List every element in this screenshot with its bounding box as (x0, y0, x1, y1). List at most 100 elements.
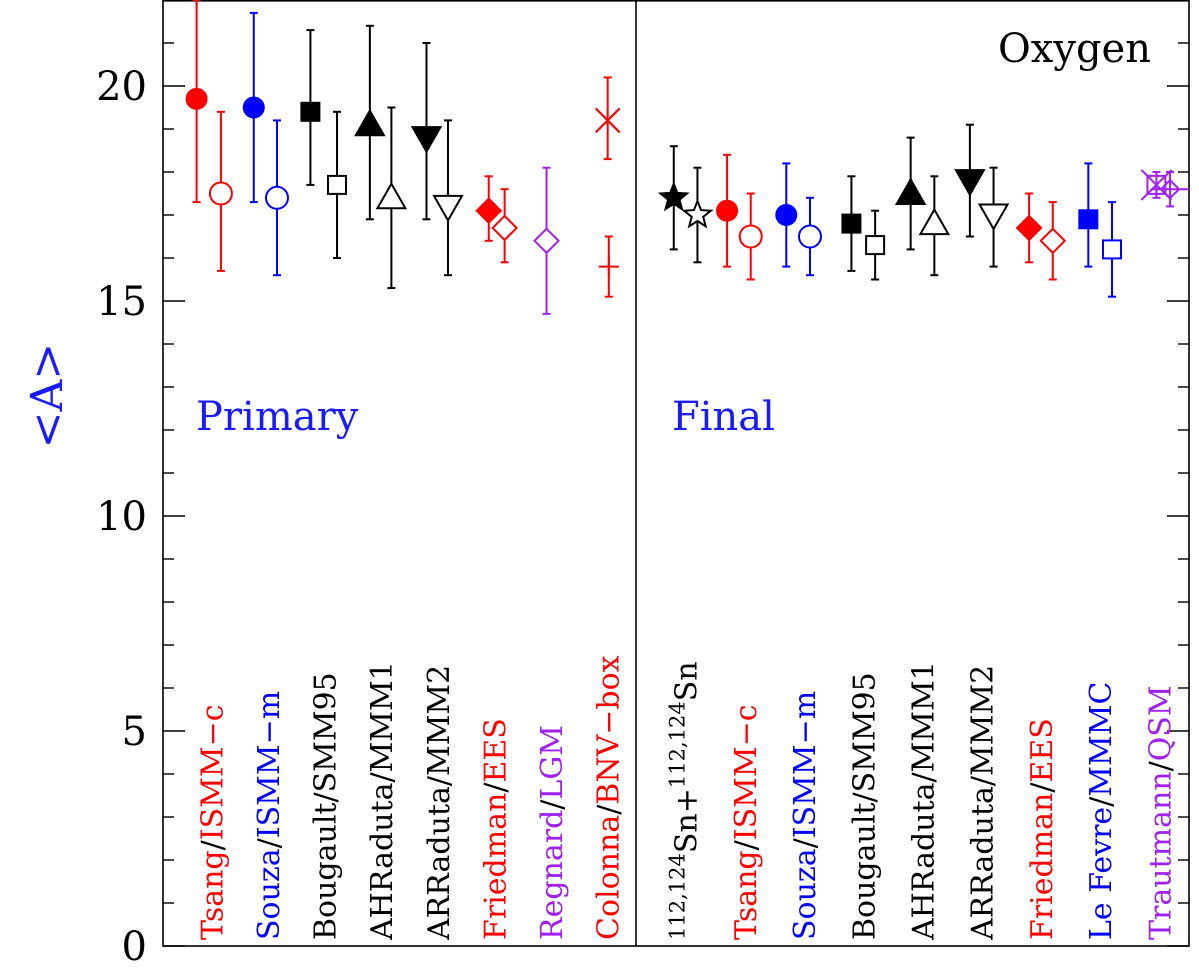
data-point (918, 175, 951, 277)
data-point (594, 76, 621, 161)
group-label: AHRaduta/MMM1 (365, 661, 400, 941)
label-superscript: 112,124 (666, 701, 690, 788)
data-point (977, 166, 1010, 268)
marker-triangle-up (354, 108, 386, 137)
data-point (681, 166, 714, 264)
group-label: Colonna/BNV−box (592, 655, 627, 940)
label-part: ISMM−m (788, 691, 823, 838)
marker-square (865, 235, 886, 256)
label-part: / (478, 782, 513, 793)
marker-triangle-up (375, 181, 408, 210)
label-part: AHRaduta (907, 782, 942, 941)
data-point (598, 235, 619, 298)
label-part: / (1025, 782, 1060, 793)
marker-circle (264, 185, 289, 210)
label-part: Le Fevre (1084, 807, 1119, 940)
label-superscript: 112,124 (666, 853, 690, 940)
label-part: EES (1025, 718, 1060, 782)
data-point (775, 162, 798, 268)
label-part: / (966, 775, 1001, 786)
panel-final: Final112,124Sn+112,124SnTsang/ISMM−cSouz… (657, 123, 1190, 941)
label-part: Sn (670, 661, 705, 701)
data-point (1078, 162, 1099, 268)
label-part: MMM2 (422, 665, 457, 776)
data-point (716, 153, 739, 268)
label-part: MMMC (1084, 682, 1119, 797)
data-point (797, 196, 822, 277)
label-part: / (195, 839, 230, 850)
label-part: / (788, 837, 823, 848)
label-part: Colonna (592, 815, 627, 940)
marker-triangle-down (410, 126, 443, 154)
data-point (954, 123, 986, 238)
data-point (894, 136, 927, 251)
marker-diamond (533, 227, 560, 255)
label-part: / (907, 772, 942, 783)
y-tick-label: 15 (96, 279, 147, 325)
label-part: ISMM−m (252, 691, 287, 838)
group-label: 112,124Sn+112,124Sn (666, 661, 705, 940)
marker-circle (716, 199, 739, 222)
marker-star (657, 181, 690, 212)
marker-triangle-down (977, 203, 1010, 232)
label-part: AHRaduta (365, 782, 400, 941)
marker-circle (208, 181, 233, 206)
label-part: EES (478, 718, 513, 782)
data-point (432, 119, 464, 277)
label-part: Bougault (309, 803, 344, 941)
group-label: ARRaduta/MMM2 (422, 665, 457, 941)
marker-square (300, 101, 321, 122)
marker-circle (775, 204, 798, 226)
label-part: SMM95 (847, 672, 882, 792)
data-point (533, 166, 560, 315)
label-part: MMM1 (907, 661, 942, 772)
marker-diamond-plus (1151, 178, 1190, 200)
data-point (264, 119, 289, 277)
marker-triangle-up (918, 207, 951, 236)
label-part: BNV−box (592, 655, 627, 804)
group-label: ARRaduta/MMM2 (966, 665, 1001, 941)
label-part: / (535, 799, 570, 810)
group-label: Bougault/SMM95 (309, 672, 344, 940)
label-part: / (365, 772, 400, 783)
marker-diamond (1039, 227, 1067, 255)
label-part: / (1084, 796, 1119, 807)
marker-cross (594, 107, 621, 134)
label-part: Sn+ (670, 788, 705, 853)
group-label: Bougault/SMM95 (847, 672, 882, 940)
label-part: / (847, 792, 882, 803)
y-axis-label: <A> (22, 343, 73, 449)
annotation-text: Oxygen (998, 26, 1151, 72)
group-label: Tsang/ISMM−c (195, 704, 230, 940)
data-point (354, 24, 386, 221)
marker-circle (185, 87, 208, 110)
marker-triangle-down (954, 169, 986, 197)
label-part: / (1143, 760, 1178, 771)
label-part: / (729, 839, 764, 850)
data-point (208, 110, 233, 272)
label-part: / (252, 837, 287, 848)
label-part: LGM (535, 725, 570, 800)
label-part: Souza (788, 848, 823, 940)
y-tick-label: 10 (96, 494, 147, 540)
data-point (865, 209, 886, 281)
marker-square (1102, 239, 1123, 260)
panel-title: Final (672, 394, 775, 440)
marker-circle (797, 224, 822, 249)
group-label: AHRaduta/MMM1 (907, 661, 942, 941)
label-part: Friedman (1025, 793, 1060, 940)
label-part: Souza (252, 848, 287, 940)
data-point (738, 192, 763, 281)
label-part: / (592, 804, 627, 815)
panel-primary: PrimaryTsang/ISMM−cSouza/ISMM−mBougault/… (185, 0, 627, 941)
y-tick-label: 20 (96, 64, 147, 110)
label-part: Bougault (847, 803, 882, 941)
marker-triangle-up (894, 177, 927, 205)
label-part: Regnard (535, 810, 570, 940)
label-part: MMM2 (966, 665, 1001, 776)
y-tick-label: 0 (122, 924, 147, 970)
data-point (1039, 201, 1067, 281)
marker-diamond (491, 214, 519, 242)
data-point (1015, 192, 1043, 264)
